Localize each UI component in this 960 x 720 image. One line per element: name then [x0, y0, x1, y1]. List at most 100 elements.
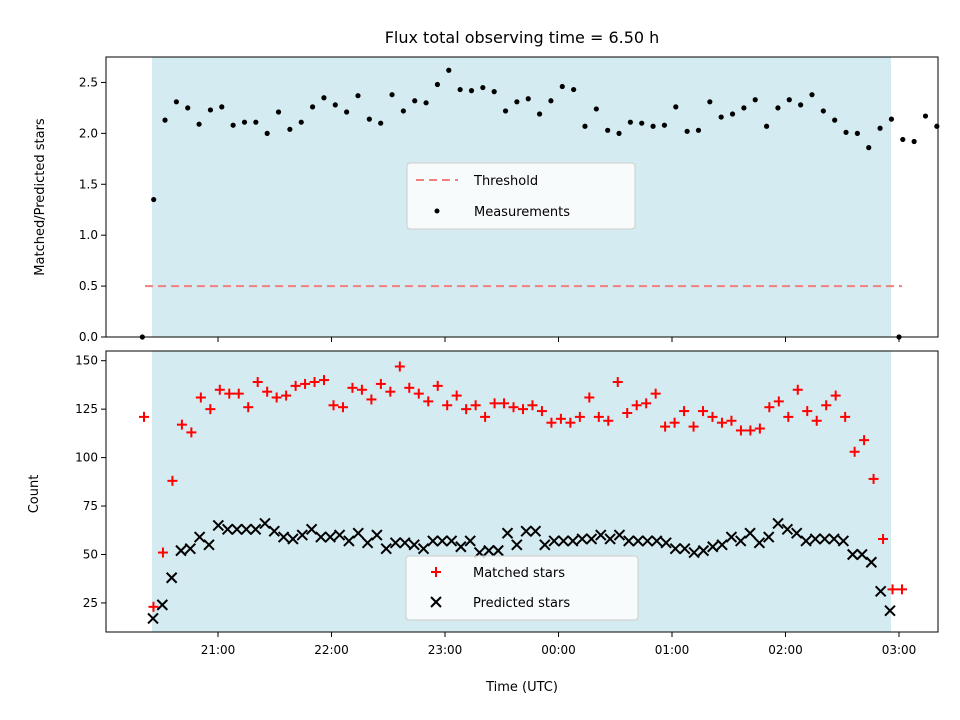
- top-ytick-label: 1.0: [79, 228, 98, 242]
- top-ytick-label: 0.5: [79, 279, 98, 293]
- predicted-star-point: [641, 535, 654, 547]
- predicted-star-point: [259, 517, 271, 530]
- matched-star-point: [679, 406, 690, 417]
- matched-star-point: [489, 398, 500, 409]
- predicted-star-point: [352, 527, 364, 539]
- matched-star-point: [394, 361, 405, 372]
- matched-star-point: [593, 411, 604, 422]
- matched-star-point: [432, 380, 443, 391]
- measurement-point: [264, 130, 270, 136]
- predicted-star-point: [343, 535, 355, 547]
- matched-star-point: [148, 601, 159, 612]
- predicted-star-point: [846, 548, 859, 561]
- measurement-point: [684, 128, 690, 134]
- measurement-point: [729, 111, 736, 117]
- predicted-star-point: [697, 544, 710, 557]
- measurement-point: [253, 119, 259, 125]
- predicted-star-point: [399, 537, 411, 549]
- predicted-star-point: [445, 535, 458, 547]
- matched-star-point: [385, 386, 396, 397]
- predicted-star-point: [333, 529, 346, 541]
- matched-star-point: [650, 388, 661, 399]
- matched-star-point: [527, 400, 538, 411]
- predicted-star-point: [818, 533, 831, 545]
- matched-star-point: [612, 377, 623, 388]
- matched-star-point: [641, 398, 652, 409]
- measurement-point: [525, 96, 531, 102]
- matched-star-point: [290, 380, 301, 391]
- predicted-star-point: [315, 531, 327, 543]
- top-ytick-label: 2.0: [79, 126, 98, 140]
- bottom-legend-box: [405, 555, 639, 621]
- matched-star-point: [176, 419, 187, 430]
- predicted-star-point: [725, 531, 738, 543]
- predicted-star-point: [865, 556, 878, 568]
- measurement-point: [877, 125, 883, 131]
- measurement-point: [798, 102, 804, 108]
- measurement-point: [866, 145, 872, 151]
- matched-star-point: [281, 390, 292, 401]
- matched-star-point: [347, 382, 358, 393]
- predicted-star-point: [856, 548, 868, 561]
- bottom-ytick-label: 75: [83, 499, 98, 513]
- xtick-label: 03:00: [882, 643, 917, 657]
- matched-star-point: [508, 402, 519, 413]
- measurements-legend-label: Measurements: [474, 205, 570, 220]
- predicted-star-point: [744, 527, 756, 539]
- matched-star-point: [698, 406, 709, 417]
- measurement-point: [718, 114, 724, 120]
- measurement-point: [457, 86, 463, 93]
- measurement-point: [434, 81, 441, 88]
- matched-star-point: [536, 406, 547, 417]
- matched-star-point: [518, 404, 528, 415]
- measurement-point: [911, 138, 917, 145]
- predicted-star-point: [669, 542, 682, 555]
- predicted-star-point: [408, 539, 420, 551]
- matched-star-point: [783, 411, 794, 422]
- measurement-point: [321, 95, 327, 101]
- matched-star-point: [233, 388, 244, 399]
- predicted-stars-points: [147, 517, 896, 625]
- matched-star-point: [224, 388, 235, 399]
- top-x-axis: [217, 337, 900, 342]
- measurement-point: [219, 104, 225, 110]
- matched-star-point: [897, 584, 907, 595]
- matched-star-point: [735, 425, 746, 436]
- matched-star-point: [205, 404, 216, 415]
- predicted-star-point: [380, 542, 392, 555]
- predicted-star-point: [809, 533, 822, 545]
- matched-star-point: [565, 417, 576, 428]
- measurement-point: [151, 196, 157, 203]
- matched-star-point: [480, 411, 491, 422]
- predicted-star-point: [576, 533, 588, 545]
- bottom-axes-frame: [105, 350, 939, 633]
- matched-star-point: [555, 413, 566, 424]
- matched-star-point: [309, 377, 320, 388]
- predicted-star-point: [567, 535, 579, 547]
- matched-star-point: [830, 390, 841, 401]
- predicted-star-point: [791, 527, 803, 539]
- predicted-star-point: [520, 525, 532, 537]
- matched-star-point: [328, 400, 339, 411]
- measurement-point: [207, 107, 214, 113]
- measurement-point: [400, 108, 406, 114]
- matched-star-point: [631, 400, 642, 411]
- predicted-star-point: [585, 533, 598, 545]
- matched-star-point: [442, 400, 453, 411]
- top-ytick-label: 1.5: [79, 177, 98, 191]
- matched-star-point: [546, 417, 557, 428]
- predicted-star-point: [371, 529, 383, 541]
- matched-star-point: [375, 378, 386, 389]
- measurement-point: [162, 117, 168, 123]
- predicted-star-point: [539, 539, 551, 551]
- predicted-star-point: [212, 519, 225, 532]
- matched-star-point: [754, 423, 765, 434]
- matched-star-point: [660, 421, 671, 432]
- measurement-point: [344, 109, 350, 115]
- matched-star-point: [745, 425, 756, 436]
- measurement-point: [900, 136, 906, 143]
- matched-legend-swatch: [431, 567, 441, 577]
- measurement-point: [366, 116, 372, 122]
- predicted-star-point: [389, 537, 402, 549]
- bottom-legend: Matched stars Predicted stars: [405, 555, 639, 621]
